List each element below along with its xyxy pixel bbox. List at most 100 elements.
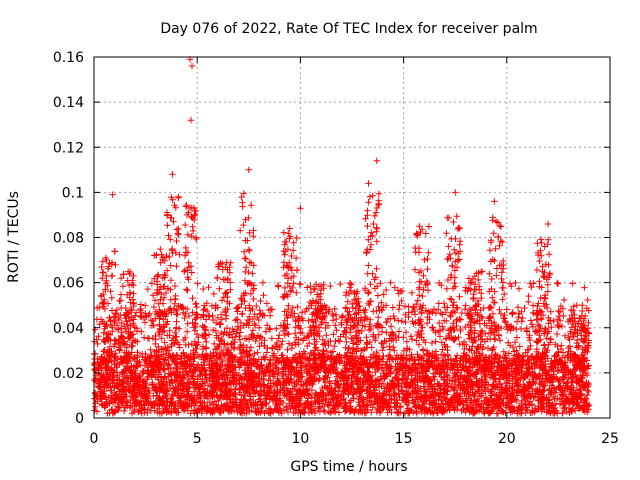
data-point [95, 333, 102, 340]
data-point [398, 318, 405, 325]
data-point [527, 342, 534, 350]
data-point [553, 330, 561, 338]
data-point [289, 304, 296, 312]
data-point [375, 314, 382, 321]
data-point [559, 409, 566, 417]
data-point [268, 335, 276, 342]
data-point [509, 344, 517, 351]
data-point [435, 300, 442, 307]
data-point [138, 328, 145, 335]
data-point [115, 326, 122, 333]
data-point [114, 403, 121, 410]
data-point [337, 280, 344, 288]
data-point [248, 407, 255, 414]
data-point [343, 338, 350, 346]
data-point [534, 302, 541, 310]
data-point [263, 300, 271, 307]
data-point [547, 308, 554, 315]
data-point [93, 304, 101, 312]
data-point [585, 330, 593, 337]
data-point [111, 317, 118, 325]
data-point [551, 395, 558, 403]
data-point [519, 314, 526, 322]
data-point [543, 334, 550, 342]
data-point [184, 407, 191, 414]
data-point [310, 285, 318, 292]
data-point [554, 279, 561, 287]
data-point [215, 397, 222, 405]
data-point [396, 302, 403, 309]
data-point [130, 355, 137, 362]
data-point [511, 339, 519, 346]
data-point [432, 329, 439, 336]
data-point [231, 345, 238, 352]
data-point [377, 375, 385, 383]
data-point [141, 319, 149, 326]
data-point [504, 394, 511, 401]
data-point [140, 334, 148, 341]
data-point [171, 359, 178, 367]
data-point [255, 396, 263, 403]
data-point [249, 315, 257, 323]
data-point [294, 303, 301, 311]
data-point [538, 401, 545, 408]
data-point [239, 310, 246, 318]
data-point [440, 357, 447, 365]
data-point [322, 379, 329, 386]
data-point [233, 395, 240, 403]
data-point [550, 317, 557, 325]
data-point [239, 349, 246, 356]
data-point [260, 292, 267, 299]
data-point [394, 287, 402, 294]
data-point [513, 334, 521, 341]
data-point [368, 344, 375, 351]
data-point [413, 337, 420, 344]
data-point [333, 315, 340, 323]
data-point [407, 333, 415, 340]
data-point [250, 295, 257, 303]
data-point [548, 323, 555, 331]
data-point [254, 349, 261, 356]
data-point [172, 377, 179, 384]
data-point [415, 341, 423, 348]
data-point [424, 287, 432, 294]
data-point [520, 381, 527, 388]
data-point [173, 409, 180, 416]
data-point [281, 390, 289, 398]
data-point [233, 316, 240, 323]
data-point [379, 347, 386, 354]
data-point [335, 337, 342, 344]
data-point [402, 329, 410, 336]
data-point [497, 392, 504, 399]
data-point [432, 310, 440, 317]
data-point [429, 324, 436, 331]
data-point [383, 318, 390, 326]
data-point [120, 407, 128, 415]
data-point [379, 380, 387, 387]
data-point [455, 334, 462, 341]
data-point [160, 294, 168, 301]
data-point [428, 339, 436, 347]
data-point [418, 408, 425, 416]
data-point [408, 289, 416, 297]
data-point [386, 346, 394, 353]
data-point [193, 310, 200, 318]
data-point [499, 408, 506, 415]
data-point [351, 311, 358, 318]
data-points [90, 56, 593, 417]
data-point [377, 280, 384, 287]
data-point [190, 324, 198, 331]
data-point [585, 319, 592, 326]
data-point [500, 348, 507, 355]
data-point [279, 338, 286, 345]
data-point [172, 329, 179, 336]
data-point [233, 305, 240, 312]
data-point [462, 302, 469, 309]
data-point [116, 297, 123, 305]
data-point [335, 409, 343, 416]
data-point [359, 322, 366, 329]
data-point [395, 328, 403, 335]
data-point [388, 329, 396, 336]
data-point [400, 334, 407, 341]
data-point [144, 285, 151, 293]
